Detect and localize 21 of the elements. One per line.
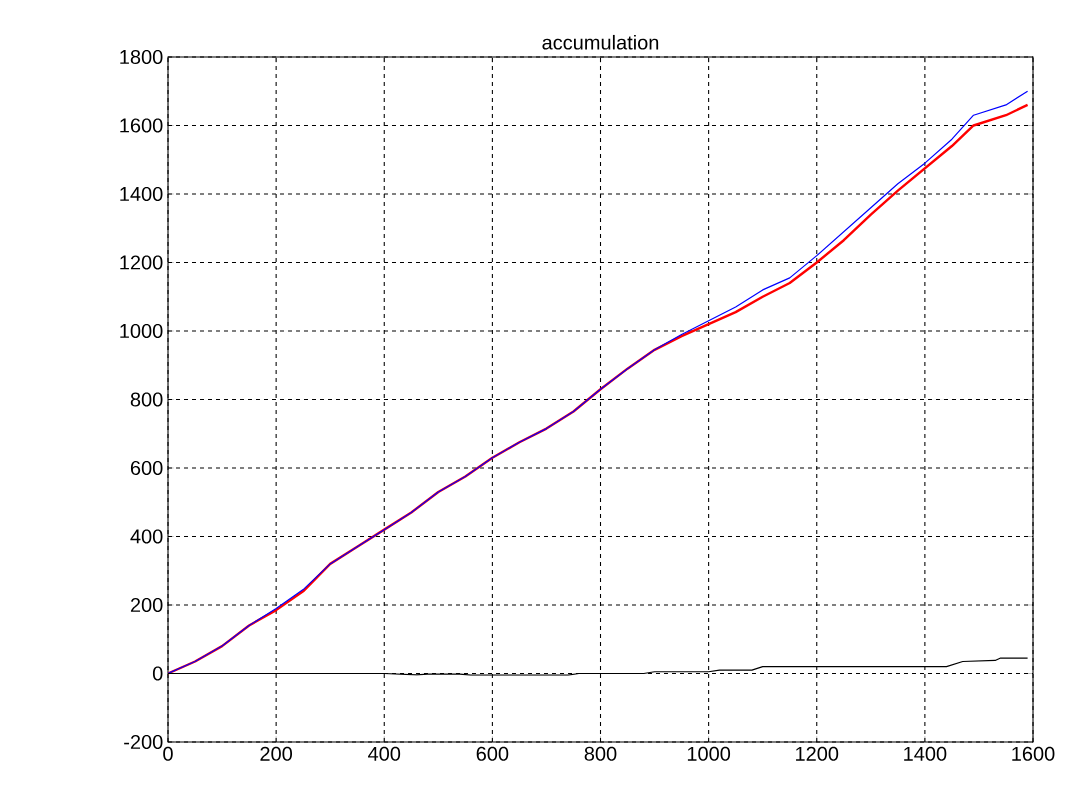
y-tick-label: 200 bbox=[130, 597, 163, 613]
y-tick-label: 1000 bbox=[120, 323, 163, 339]
x-tick-label: 600 bbox=[476, 746, 509, 761]
x-tick-label: 400 bbox=[368, 746, 401, 761]
y-tick-label: 1400 bbox=[120, 186, 163, 202]
y-tick-label: 1600 bbox=[120, 118, 163, 133]
y-tick-label: 800 bbox=[130, 392, 163, 407]
x-tick-label: 0 bbox=[163, 746, 173, 761]
x-tick-label: 1000 bbox=[687, 746, 731, 761]
x-tick-label: 1600 bbox=[1012, 746, 1055, 761]
y-tick-label: 600 bbox=[130, 460, 163, 476]
y-tick-label: 1800 bbox=[120, 49, 163, 65]
chart-title: accumulation bbox=[542, 34, 659, 50]
x-tick-label: 800 bbox=[584, 746, 617, 761]
y-tick-label: 0 bbox=[152, 666, 163, 681]
x-tick-label: 1200 bbox=[796, 746, 839, 761]
y-tick-label: -200 bbox=[124, 734, 163, 750]
x-tick-label: 1400 bbox=[904, 746, 947, 761]
y-tick-label: 400 bbox=[130, 529, 163, 544]
y-tick-label: 1200 bbox=[120, 255, 163, 270]
x-tick-label: 200 bbox=[260, 746, 293, 761]
